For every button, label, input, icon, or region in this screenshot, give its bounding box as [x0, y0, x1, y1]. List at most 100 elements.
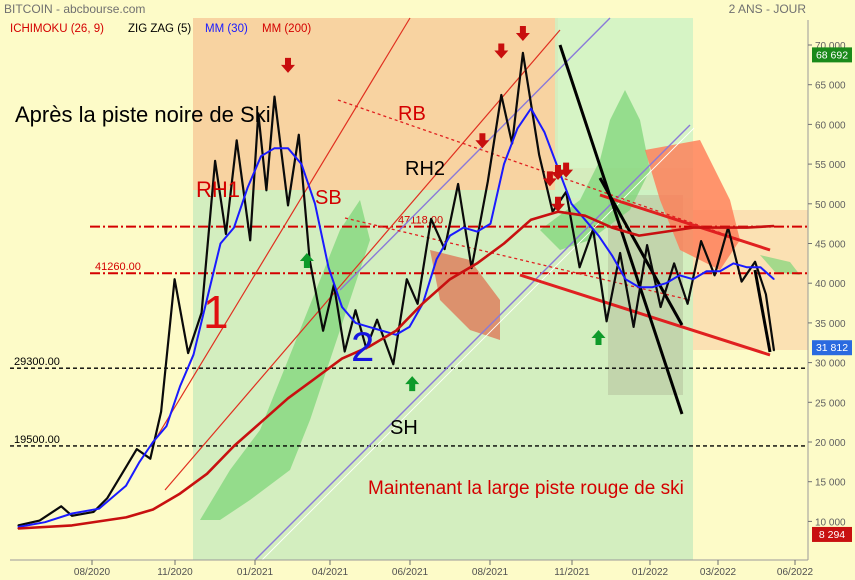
series-mm-200-point-19 [584, 215, 586, 217]
series-mm-30-point-40 [611, 254, 613, 256]
series-mm-30-point-3 [98, 508, 100, 510]
series-zig-zag-5-point-54 [741, 281, 743, 283]
series-zig-zag-5-point-0 [17, 524, 19, 527]
legend-item-1: ZIG ZAG (5) [128, 23, 191, 35]
series-mm-200-point-25 [746, 227, 748, 229]
series-mm-200-point-5 [206, 473, 208, 475]
series-zig-zag-5-point-38 [522, 52, 524, 54]
trend-red-lower [519, 273, 771, 357]
annotation-3: RH1 [196, 177, 240, 202]
series-mm-30-point-10 [206, 298, 208, 300]
level-label-1: 47118.00 [398, 215, 443, 227]
series-mm-30-point-16 [287, 147, 289, 149]
series-mm-30-point-29 [462, 227, 465, 229]
series-zig-zag-5-point-32 [444, 248, 446, 250]
x-tick-label-8: 03/2022 [700, 567, 737, 578]
channel-red-lower [164, 29, 561, 491]
series-mm-30-point-18 [314, 203, 316, 205]
channel-red-upper [154, 17, 411, 441]
series-zig-zag-5-point-25 [354, 309, 357, 311]
series-zig-zag-5-point-57 [773, 350, 775, 352]
series-zig-zag-5-point-8 [160, 411, 162, 413]
price-badge-bg-1 [812, 340, 852, 356]
annotation-2: RH2 [405, 158, 445, 180]
series-zig-zag-5-point-16 [257, 112, 259, 114]
price-badge-label-0: 68 692 [816, 49, 848, 61]
series-mm-30-point-34 [530, 107, 532, 110]
series-zig-zag-5-point-55 [754, 261, 756, 263]
series-mm-30-point-28 [449, 235, 451, 237]
sell-arrow-5 [551, 165, 565, 181]
series-mm-30-point-47 [705, 270, 708, 272]
legend-item-0: ICHIMOKU (26, 9) [10, 23, 104, 35]
series-mm-30-point-6 [152, 441, 154, 443]
series-mm-30-point-12 [233, 227, 235, 229]
series-zig-zag-5-point-2 [60, 505, 62, 507]
cloud-green-2 [540, 90, 650, 250]
trend-sb [344, 217, 691, 301]
series-mm-200-point-13 [422, 302, 424, 304]
series-zig-zag-5-point-22 [322, 330, 324, 332]
series-mm-30-point-31 [489, 223, 492, 225]
series-mm-30-point-35 [543, 131, 546, 133]
series-zig-zag-5-point-19 [287, 204, 289, 206]
y-tick-label-12: 10 000 [815, 517, 846, 528]
sell-arrow-2 [515, 26, 530, 42]
series-zig-zag-5-point-9 [174, 278, 176, 280]
series-mm-200-point-20 [611, 227, 613, 229]
series-zig-zag-5-point-28 [392, 363, 394, 365]
series-layer [17, 51, 776, 530]
x-tick-label-1: 11/2020 [157, 567, 193, 578]
annotation-8: Maintenant la large piste rouge de ski [368, 478, 684, 499]
series-zig-zag-5-point-47 [646, 244, 648, 246]
series-zig-zag-5 [17, 51, 776, 527]
series-zig-zag-5-point-42 [579, 266, 581, 268]
x-tick-label-3: 04/2021 [312, 567, 349, 578]
annotation-7: SH [390, 417, 418, 439]
series-mm-200-point-24 [719, 227, 721, 229]
series-mm-30-point-5 [138, 461, 141, 463]
series-mm-30-point-38 [584, 219, 586, 221]
price-levels-layer: 41260.00 47118.00 29300.00 19500.00 [10, 215, 808, 447]
series-mm-30-point-7 [165, 425, 168, 427]
source-title: BITCOIN - abcbourse.com [4, 2, 145, 16]
series-zig-zag-5-point-31 [430, 218, 432, 220]
series-mm-30-point-41 [624, 278, 627, 280]
series-zig-zag-5-point-1 [39, 520, 41, 522]
level-label-3: 19500.00 [14, 434, 60, 446]
series-mm-200-point-14 [449, 278, 451, 280]
series-mm-200-point-21 [638, 235, 640, 237]
series-mm-30-point-19 [327, 266, 330, 268]
x-tick-label-6: 11/2021 [554, 567, 590, 578]
series-zig-zag-5-point-49 [673, 262, 675, 264]
y-tick-label-7: 35 000 [815, 319, 846, 330]
series-mm-30-point-2 [71, 512, 73, 515]
series-zig-zag-5-point-3 [71, 515, 73, 517]
series-mm-30-point-30 [476, 231, 478, 233]
x-tick-label-9: 06/2022 [777, 567, 814, 578]
series-mm-200-point-16 [503, 242, 505, 245]
series-zig-zag-5-point-46 [633, 326, 635, 328]
series-mm-30-point-11 [219, 242, 222, 245]
series-mm-200-point-23 [692, 227, 694, 229]
trend-black-2 [598, 177, 684, 326]
series-mm-30-point-15 [273, 147, 276, 149]
sell-arrow-3 [475, 133, 490, 149]
series-zig-zag-5-point-12 [214, 160, 216, 162]
y-tick-label-0: 70 000 [815, 41, 846, 52]
x-tick-label-4: 06/2021 [392, 567, 429, 578]
x-tick-label-2: 01/2021 [237, 567, 274, 578]
series-mm-200-point-6 [233, 445, 235, 447]
series-zig-zag-5-point-51 [700, 240, 702, 242]
x-tick-label-7: 01/2022 [632, 567, 669, 578]
y-tick-label-1: 65 000 [815, 81, 846, 92]
sell-arrow-6 [559, 162, 574, 178]
series-zig-zag-5-point-29 [406, 278, 408, 280]
series-zig-zag-5-point-50 [687, 303, 689, 305]
series-zig-zag-5-point-18 [273, 96, 276, 98]
series-zig-zag-5-point-5 [106, 497, 108, 499]
signal-arrows-layer [281, 26, 606, 392]
series-mm-30-point-13 [246, 187, 249, 189]
price-badge-label-1: 31 812 [816, 342, 848, 354]
